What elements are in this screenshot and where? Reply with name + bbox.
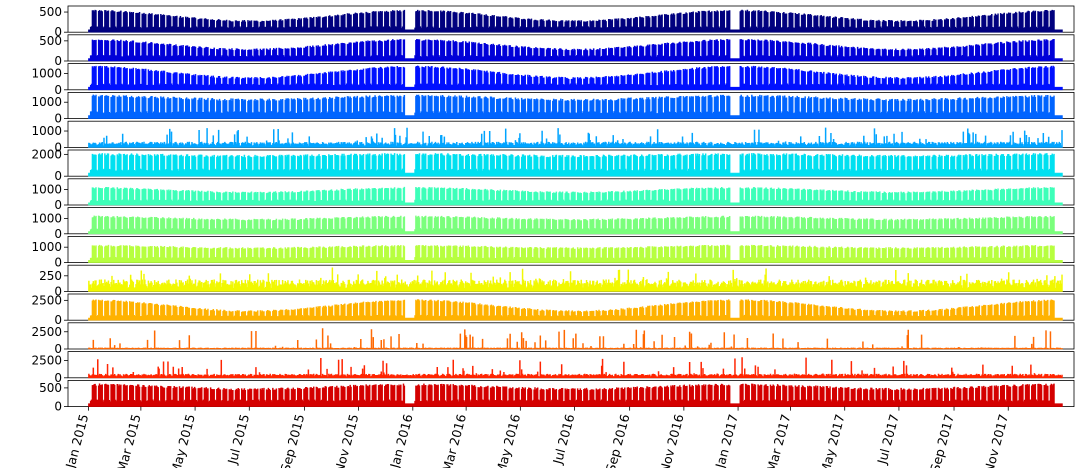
series-area	[88, 38, 1063, 62]
x-tick-label: Mar 2016	[439, 412, 469, 468]
y-tick-label: 2500	[31, 293, 62, 307]
x-tick-label: May 2015	[168, 412, 198, 468]
y-tick-label: 0	[54, 400, 62, 414]
panel-5: 0 1000	[31, 120, 1075, 154]
x-axis: Jan 2015 Mar 2015 May 2015 Jul 2015 Sep 2015…	[62, 406, 1011, 468]
x-tick-label: Jul 2017	[874, 412, 902, 466]
y-tick-label: 500	[39, 381, 62, 395]
panel-9: 0 1000	[31, 235, 1075, 270]
y-tick-label: 2000	[31, 147, 62, 161]
panel-13: 0 2500	[31, 351, 1075, 385]
series-area	[88, 244, 1063, 263]
series-area	[88, 153, 1063, 177]
y-tick-label: 0	[54, 313, 62, 327]
x-tick-label: Mar 2015	[114, 412, 144, 468]
panel-8: 0 1000	[31, 207, 1075, 241]
y-tick-label: 0	[54, 54, 62, 68]
y-tick-label: 1000	[31, 211, 62, 225]
y-tick-label: 2500	[31, 325, 62, 339]
y-tick-label: 1000	[31, 183, 62, 197]
x-tick-label: Sep 2016	[603, 412, 633, 468]
series-area	[88, 127, 1063, 148]
series-area	[88, 299, 1063, 321]
x-tick-label: Jan 2017	[712, 412, 741, 468]
x-tick-label: Sep 2015	[277, 412, 307, 468]
y-tick-label: 500	[39, 34, 62, 48]
series-area	[88, 267, 1063, 292]
panel-frame	[67, 351, 1075, 379]
x-tick-label: Nov 2015	[331, 412, 361, 468]
y-tick-label: 1000	[31, 66, 62, 80]
series-area	[88, 357, 1063, 379]
panel-6: 0 2000	[31, 147, 1075, 183]
series-area	[88, 383, 1063, 407]
y-tick-label: 0	[54, 140, 62, 154]
x-tick-label: Sep 2017	[927, 412, 957, 468]
series-area	[88, 65, 1063, 91]
y-tick-label: 2500	[31, 354, 62, 368]
y-tick-label: 0	[54, 371, 62, 385]
y-tick-label: 250	[39, 269, 62, 283]
series-area	[88, 9, 1063, 33]
x-tick-label: Nov 2017	[981, 412, 1011, 468]
y-tick-label: 0	[54, 284, 62, 298]
y-tick-label: 0	[54, 198, 62, 212]
x-tick-label: May 2017	[817, 412, 847, 468]
y-tick-label: 0	[54, 112, 62, 126]
panels-group: 0500050001000010000100002000010000100001…	[31, 5, 1075, 414]
panel-3: 0 1000	[31, 63, 1075, 97]
y-tick-label: 500	[39, 5, 62, 19]
panel-12: 0 2500	[31, 322, 1075, 356]
series-area	[88, 94, 1063, 119]
panel-11: 0 2500	[31, 293, 1075, 327]
x-tick-label: Mar 2017	[764, 412, 794, 468]
y-tick-label: 0	[54, 25, 62, 39]
panel-4: 0 1000	[31, 92, 1075, 126]
x-tick-label: Jul 2015	[224, 412, 252, 466]
y-tick-label: 1000	[31, 95, 62, 109]
x-tick-label: Nov 2016	[657, 412, 687, 468]
y-tick-label: 0	[54, 342, 62, 356]
x-tick-label: May 2016	[493, 412, 523, 468]
y-tick-label: 0	[54, 256, 62, 270]
y-tick-label: 1000	[31, 124, 62, 138]
y-tick-label: 0	[54, 83, 62, 97]
panel-frame	[67, 322, 1075, 350]
series-area	[88, 328, 1063, 350]
series-area	[88, 186, 1063, 206]
y-tick-label: 0	[54, 169, 62, 183]
x-tick-label: Jan 2016	[387, 412, 416, 468]
series-area	[88, 215, 1063, 235]
y-tick-label: 0	[54, 227, 62, 241]
x-tick-label: Jan 2015	[62, 412, 91, 468]
x-tick-label: Jul 2016	[550, 412, 578, 466]
y-tick-label: 1000	[31, 240, 62, 254]
